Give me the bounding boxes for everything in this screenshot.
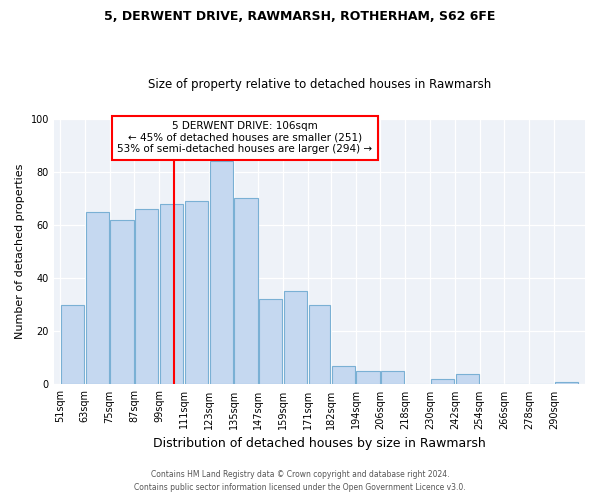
X-axis label: Distribution of detached houses by size in Rawmarsh: Distribution of detached houses by size … (153, 437, 486, 450)
Bar (356, 371, 380, 384)
Bar (555, 382, 578, 384)
Bar (110, 220, 134, 384)
Bar (431, 379, 454, 384)
Bar (284, 292, 307, 384)
Y-axis label: Number of detached properties: Number of detached properties (15, 164, 25, 339)
Text: 5 DERWENT DRIVE: 106sqm
← 45% of detached houses are smaller (251)
53% of semi-d: 5 DERWENT DRIVE: 106sqm ← 45% of detache… (118, 121, 373, 154)
Bar (455, 374, 479, 384)
Bar (209, 161, 233, 384)
Bar (381, 371, 404, 384)
Bar (86, 212, 109, 384)
Text: Contains HM Land Registry data © Crown copyright and database right 2024.
Contai: Contains HM Land Registry data © Crown c… (134, 470, 466, 492)
Title: Size of property relative to detached houses in Rawmarsh: Size of property relative to detached ho… (148, 78, 491, 91)
Bar (160, 204, 183, 384)
Bar (135, 209, 158, 384)
Bar (61, 304, 84, 384)
Bar (259, 300, 283, 384)
Bar (309, 304, 330, 384)
Bar (185, 201, 208, 384)
Bar (235, 198, 257, 384)
Bar (332, 366, 355, 384)
Text: 5, DERWENT DRIVE, RAWMARSH, ROTHERHAM, S62 6FE: 5, DERWENT DRIVE, RAWMARSH, ROTHERHAM, S… (104, 10, 496, 23)
